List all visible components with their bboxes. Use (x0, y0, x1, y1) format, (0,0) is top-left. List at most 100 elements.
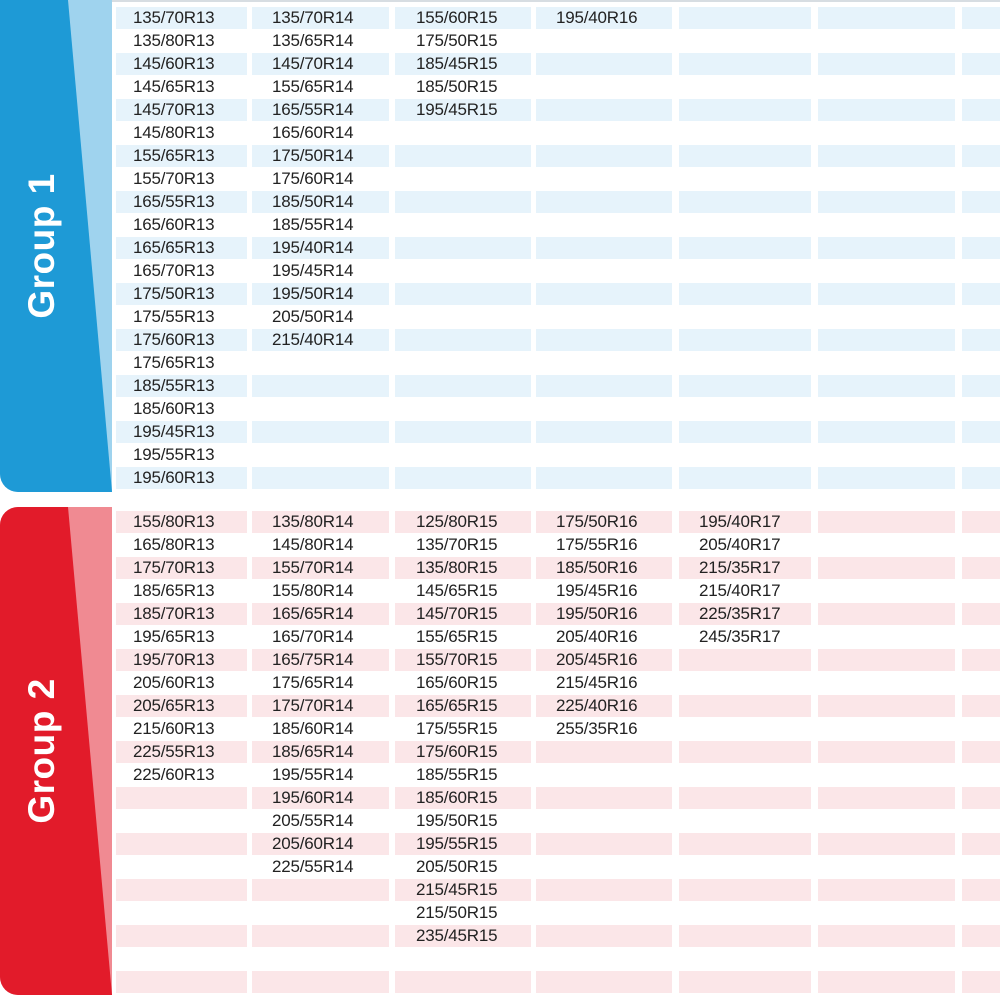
tyre-size-cell (679, 352, 811, 374)
tyre-size-cell (818, 30, 955, 52)
tyre-size-cell (962, 329, 1000, 351)
tyre-size-cell (962, 879, 1000, 901)
tyre-size-cell (536, 283, 672, 305)
tyre-size-cell: 135/70R13 (116, 7, 247, 29)
tyre-size-cell: 245/35R17 (699, 627, 781, 646)
tyre-size-cell: 195/60R13 (116, 467, 247, 489)
tyre-size-cell: 145/60R13 (116, 53, 247, 75)
tyre-size-cell (679, 764, 811, 786)
tyre-size-cell: 225/35R17 (679, 603, 811, 625)
tyre-size-cell (962, 925, 1000, 947)
table-row: 185/60R13 (112, 398, 1000, 421)
table-row: 185/70R13 165/65R14 145/70R15 195/50R16 225/… (112, 603, 1000, 626)
tyre-size-cell (536, 99, 672, 121)
table-row (112, 971, 1000, 994)
tyre-size-cell: 145/70R13 (116, 99, 247, 121)
table-row: 195/60R13 (112, 467, 1000, 490)
tyre-size-cell (818, 306, 955, 328)
table-row: 135/70R13 135/70R14 155/60R15 195/40R16 (112, 7, 1000, 30)
tyre-size-cell: 195/60R14 (252, 787, 389, 809)
tyre-size-cell (252, 421, 389, 443)
tyre-size-cell (395, 191, 531, 213)
tyre-size-cell (679, 444, 811, 466)
tyre-size-cell: 165/60R14 (272, 123, 354, 142)
tyre-size-cell: 125/80R15 (395, 511, 531, 533)
tyre-size-cell (536, 214, 672, 236)
tyre-size-cell (252, 352, 389, 374)
tyre-size-cell: 215/45R15 (395, 879, 531, 901)
tyre-size-cell (679, 672, 811, 694)
tyre-size-cell: 205/40R16 (556, 627, 638, 646)
tyre-size-cell: 195/45R13 (116, 421, 247, 443)
tyre-size-cell: 195/40R17 (679, 511, 811, 533)
tyre-size-cell (116, 810, 247, 832)
tyre-size-cell (679, 214, 811, 236)
tyre-size-cell (818, 375, 955, 397)
tyre-size-cell (962, 695, 1000, 717)
tyre-size-cell (395, 122, 531, 144)
tyre-size-cell (116, 833, 247, 855)
tyre-size-cell (962, 764, 1000, 786)
table-row: 185/55R13 (112, 375, 1000, 398)
tyre-size-cell (679, 260, 811, 282)
table-row: 175/55R13 205/50R14 (112, 306, 1000, 329)
tyre-size-cell (818, 971, 955, 993)
table-row: 145/70R13 165/55R14 195/45R15 (112, 99, 1000, 122)
tyre-size-cell (679, 329, 811, 351)
tyre-size-cell (818, 764, 955, 786)
tyre-size-cell (395, 329, 531, 351)
tyre-size-cell: 135/65R14 (272, 31, 354, 50)
table-row: 225/60R13 195/55R14 185/55R15 (112, 764, 1000, 787)
tyre-size-cell (818, 237, 955, 259)
tyre-size-cell: 185/45R15 (395, 53, 531, 75)
tyre-size-cell (962, 467, 1000, 489)
group-2-size-table: 155/80R13 135/80R14 125/80R15 175/50R16 195/… (112, 511, 1000, 994)
tyre-size-cell: 175/60R13 (116, 329, 247, 351)
tyre-size-cell (395, 168, 531, 190)
tyre-size-cell: 165/65R13 (116, 237, 247, 259)
tyre-size-cell: 195/45R14 (272, 261, 354, 280)
tyre-size-cell (818, 833, 955, 855)
tyre-size-cell: 175/50R13 (116, 283, 247, 305)
tyre-size-cell (818, 191, 955, 213)
tyre-size-cell (818, 122, 955, 144)
tyre-size-cell (962, 375, 1000, 397)
tyre-size-cell (536, 421, 672, 443)
tyre-size-cell (536, 398, 672, 420)
tyre-size-cell (679, 833, 811, 855)
table-row: 135/80R13 135/65R14 175/50R15 (112, 30, 1000, 53)
tyre-size-cell: 205/45R16 (536, 649, 672, 671)
tyre-size-cell (962, 580, 1000, 602)
tyre-size-cell (252, 902, 389, 924)
tyre-size-cell: 195/70R13 (116, 649, 247, 671)
tyre-size-cell (818, 879, 955, 901)
tyre-size-cell: 195/55R15 (395, 833, 531, 855)
tyre-size-cell: 175/50R14 (252, 145, 389, 167)
tyre-size-cell (679, 810, 811, 832)
table-row: 215/60R13 185/60R14 175/55R15 255/35R16 (112, 718, 1000, 741)
tyre-size-cell (536, 145, 672, 167)
tyre-size-cell (116, 787, 247, 809)
tyre-size-cell: 185/55R14 (272, 215, 354, 234)
tyre-size-cell (536, 352, 672, 374)
tyre-size-cell (252, 375, 389, 397)
table-row: 195/65R13 165/70R14 155/65R15 205/40R16 245/… (112, 626, 1000, 649)
tyre-size-cell: 185/65R13 (133, 581, 215, 600)
tyre-size-cell: 185/60R13 (133, 399, 215, 418)
tyre-size-cell (818, 53, 955, 75)
table-row: 195/55R13 (112, 444, 1000, 467)
tyre-size-cell (252, 879, 389, 901)
tyre-size-cell: 185/60R15 (395, 787, 531, 809)
tyre-size-cell: 175/55R16 (556, 535, 638, 554)
tyre-size-cell (818, 534, 955, 556)
tyre-size-cell (818, 260, 955, 282)
tyre-size-cell (679, 971, 811, 993)
tyre-size-cell (395, 283, 531, 305)
tyre-size-cell: 135/80R13 (133, 31, 215, 50)
tyre-size-cell: 175/70R14 (252, 695, 389, 717)
tyre-size-cell (962, 99, 1000, 121)
tyre-size-cell: 155/70R13 (133, 169, 215, 188)
table-row: 175/65R13 (112, 352, 1000, 375)
tyre-size-cell: 185/55R15 (416, 765, 498, 784)
table-row: 215/50R15 (112, 902, 1000, 925)
